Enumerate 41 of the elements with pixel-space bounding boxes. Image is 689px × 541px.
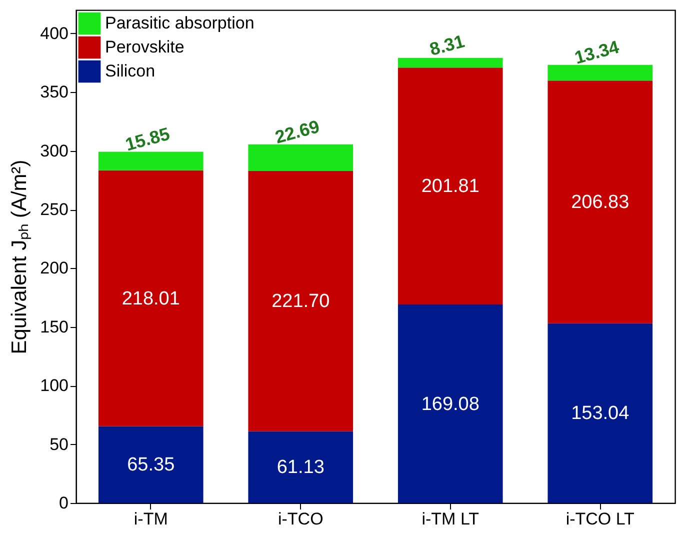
x-tick-label: i-TM LT xyxy=(422,510,480,528)
legend-label: Silicon xyxy=(105,62,156,80)
bar xyxy=(548,323,653,503)
x-tick-label: i-TCO xyxy=(278,510,324,528)
bar xyxy=(248,144,354,172)
data-label: 61.13 xyxy=(276,457,324,478)
data-label: 13.34 xyxy=(572,36,622,68)
y-tick-label: 200 xyxy=(40,258,68,278)
data-label: 201.81 xyxy=(421,176,480,198)
y-tick-label: 0 xyxy=(59,494,68,512)
data-label: 218.01 xyxy=(122,288,180,310)
data-label: 15.85 xyxy=(123,124,172,155)
bar xyxy=(98,426,204,503)
data-label: 206.83 xyxy=(571,192,630,213)
y-axis-title: Equivalent Jₚₕ (A/m²) xyxy=(8,160,32,354)
y-tick-label: 50 xyxy=(50,434,68,454)
data-label: 65.35 xyxy=(127,454,175,476)
y-tick-label: 250 xyxy=(40,200,68,220)
bar xyxy=(398,58,503,68)
data-label: 221.70 xyxy=(272,291,330,312)
bar xyxy=(98,170,204,426)
bar xyxy=(548,80,653,324)
bar xyxy=(398,68,503,305)
y-tick-label: 300 xyxy=(40,141,68,160)
y-tick-label: 400 xyxy=(40,24,68,43)
data-label: 153.04 xyxy=(571,403,630,424)
x-tick-label: i-TCO LT xyxy=(566,510,634,528)
bar xyxy=(98,152,204,170)
y-tick-label: 150 xyxy=(40,317,68,336)
x-tick-label: i-TM xyxy=(134,510,168,528)
bar xyxy=(398,304,503,503)
legend-label: Perovskite xyxy=(105,38,184,56)
bar xyxy=(248,171,354,432)
legend-label: Parasitic absorption xyxy=(105,14,254,32)
bar xyxy=(548,64,653,81)
data-label: 169.08 xyxy=(421,394,480,415)
data-label: 22.69 xyxy=(272,116,322,148)
y-tick-label: 100 xyxy=(40,376,68,396)
y-tick-label: 350 xyxy=(40,82,68,102)
bar xyxy=(248,431,354,503)
data-label: 8.31 xyxy=(427,31,467,60)
